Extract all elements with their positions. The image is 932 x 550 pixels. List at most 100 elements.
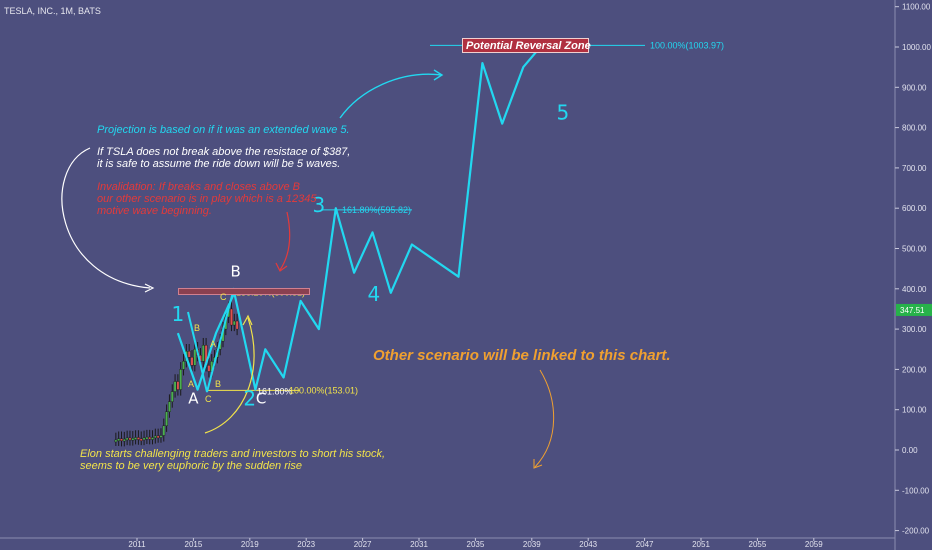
candle-body: [142, 437, 146, 441]
y-tick-label: 0.00: [902, 446, 918, 455]
y-tick-label: 500.00: [902, 245, 927, 254]
x-tick-label: 2031: [410, 540, 428, 549]
fib-label-1618-upper: 161.80%(595.82): [342, 205, 411, 215]
x-tick-label: 2043: [579, 540, 597, 549]
y-tick-label: 1000.00: [902, 43, 931, 52]
wave-label-c: C: [256, 390, 266, 408]
candle-body: [137, 437, 140, 440]
fib-label-1618-lower: 161.80%: [257, 387, 293, 397]
y-tick-label: 900.00: [902, 83, 927, 92]
small-a-low: A: [188, 379, 195, 389]
wave-label-b: B: [231, 263, 241, 281]
candle-body: [235, 320, 239, 330]
potential-reversal-zone-label: Potential Reversal Zone: [466, 40, 591, 52]
wave-label-3: 3: [313, 193, 326, 217]
candle-body: [207, 365, 211, 372]
abc-small-wave-line: [187, 287, 235, 393]
arrows-group: [61, 69, 555, 469]
x-tick-label: 2055: [749, 540, 767, 549]
y-tick-label: 200.00: [902, 365, 927, 374]
orange-arrow-head: [533, 459, 543, 469]
candle-body: [148, 436, 152, 440]
wave-label-4: 4: [368, 282, 381, 306]
candle-body: [187, 351, 191, 358]
invalidation-note-line1: Invalidation: If breaks and closes above…: [97, 181, 301, 193]
x-tick-label: 2039: [523, 540, 541, 549]
cyan-curved-arrow: [339, 73, 443, 119]
candle-body: [170, 391, 174, 402]
candle-body: [120, 438, 123, 441]
candle-body: [159, 435, 163, 438]
y-tick-label: -200.00: [902, 527, 930, 536]
candle-body: [193, 349, 197, 366]
fib-label-100: 100.00%(1003.97): [650, 40, 724, 50]
y-tick-label: 800.00: [902, 124, 927, 133]
candle-body: [173, 381, 177, 392]
candle-body: [232, 320, 236, 326]
invalidation-note-line2: our other scenario is in play which is a…: [97, 193, 317, 205]
candle-body: [190, 357, 194, 366]
fib-label-100-lower: 100.00%(153.01): [289, 385, 358, 395]
candle-body: [182, 361, 185, 370]
last-price-tag: [896, 303, 932, 316]
candle-body: [128, 437, 132, 441]
candle-body: [230, 308, 233, 326]
red-curved-arrow: [279, 211, 291, 271]
y-tick-label: 600.00: [902, 204, 927, 213]
yellow-curved-arrow: [204, 317, 255, 434]
fib-c-label: C: [220, 292, 227, 302]
x-tick-label: 2051: [692, 540, 710, 549]
y-tick-label: 300.00: [902, 325, 927, 334]
elon-note-line1: Elon starts challenging traders and inve…: [80, 448, 386, 460]
other-scenario-note: Other scenario will be linked to this ch…: [373, 347, 671, 364]
y-tick-label: 700.00: [902, 164, 927, 173]
small-a-mid: A: [210, 339, 217, 349]
chart-title: TESLA, INC., 1M, BATS: [4, 6, 101, 16]
small-b-low: B: [215, 379, 222, 389]
y-tick-label: 100.00: [902, 406, 927, 415]
wave-label-1: 1: [172, 302, 185, 326]
candle-body: [165, 411, 169, 427]
x-tick-label: 2027: [354, 540, 372, 549]
x-tick-label: 2059: [805, 540, 823, 549]
white-curved-arrow: [61, 147, 151, 289]
resistance-zone-box: [178, 288, 310, 295]
cyan-arrow-head: [433, 69, 444, 81]
elon-note-line2: seems to be very euphoric by the sudden …: [80, 460, 302, 472]
candle-body: [117, 438, 121, 441]
candle-body: [122, 438, 126, 442]
wave-label-2: 2: [243, 387, 256, 411]
x-tick-label: 2035: [467, 540, 485, 549]
wave-label-5: 5: [556, 101, 569, 125]
x-tick-label: 2011: [128, 540, 146, 549]
last-price-label: 347.51: [900, 306, 925, 315]
candle-body: [168, 401, 171, 412]
y-tick-label: 400.00: [902, 285, 927, 294]
yellow-arrow-head: [242, 314, 253, 326]
x-tick-label: 2019: [241, 540, 259, 549]
candle-body: [114, 439, 118, 443]
candle-body: [162, 425, 166, 436]
orange-curved-arrow: [534, 369, 555, 468]
projection-note: Projection is based on if it was an exte…: [97, 124, 350, 136]
small-b-top: B: [194, 323, 201, 333]
candle-body: [156, 435, 160, 439]
red-arrow-head: [275, 262, 288, 272]
y-tick-label: 1100.00: [902, 3, 931, 12]
candle-body: [176, 381, 180, 390]
candle-body: [139, 438, 143, 441]
x-tick-label: 2023: [297, 540, 315, 549]
x-tick-label: 2047: [636, 540, 654, 549]
potential-reversal-zone-box: [462, 38, 589, 53]
invalidation-note-line3: motive wave beginning.: [97, 205, 212, 217]
x-tick-label: 2015: [185, 540, 203, 549]
candle-body: [151, 437, 154, 440]
candle-body: [134, 437, 137, 440]
small-c-low: C: [205, 394, 212, 404]
wave-label-a: A: [188, 390, 199, 408]
white-arrow-head: [144, 283, 155, 293]
candle-body: [201, 345, 205, 362]
candle-body: [125, 437, 129, 441]
y-tick-label: -100.00: [902, 486, 930, 495]
